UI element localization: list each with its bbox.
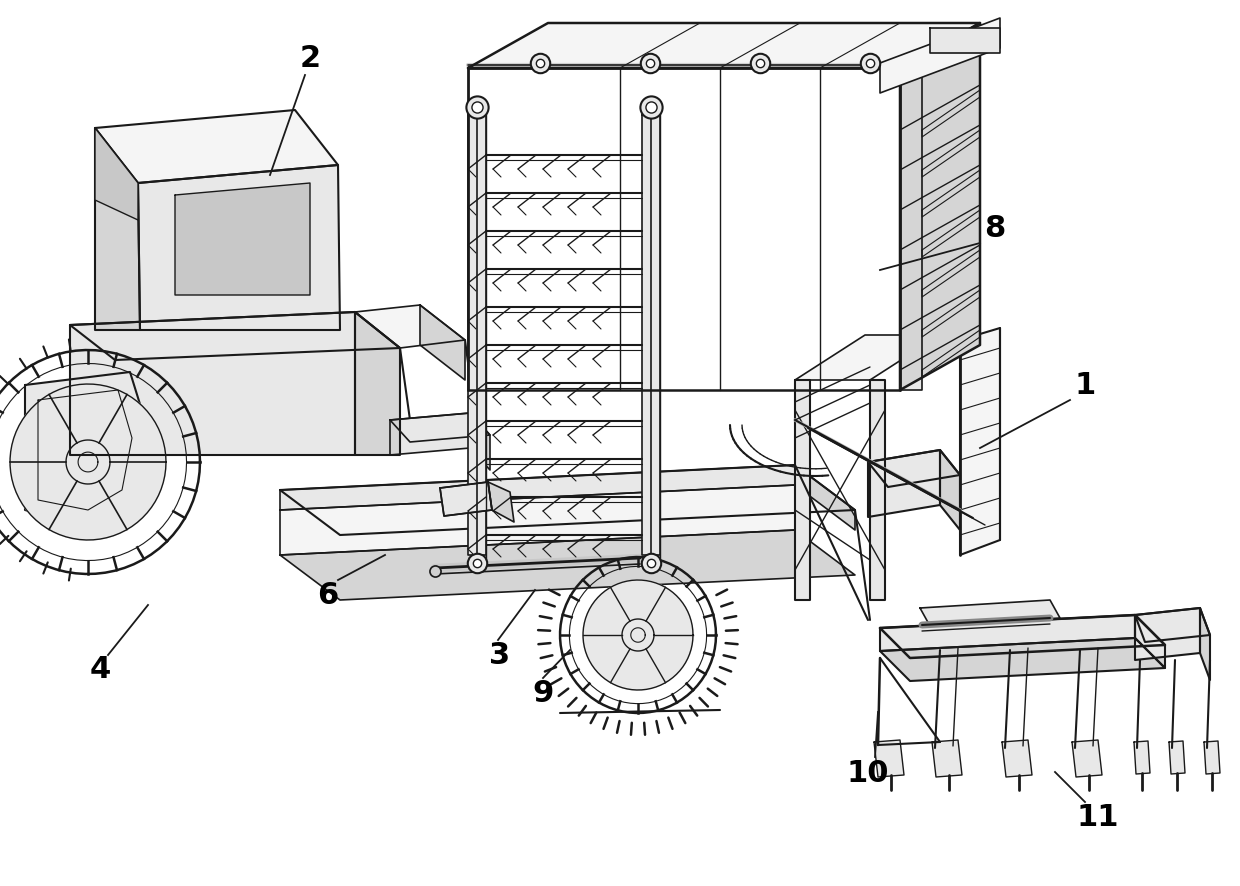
Polygon shape (1135, 615, 1166, 668)
Polygon shape (95, 110, 339, 183)
Polygon shape (489, 482, 515, 522)
Text: 8: 8 (985, 214, 1006, 243)
Polygon shape (1073, 740, 1102, 777)
Polygon shape (900, 23, 980, 390)
Polygon shape (467, 23, 980, 68)
Polygon shape (874, 740, 904, 777)
Polygon shape (795, 335, 940, 380)
Text: 2: 2 (299, 43, 321, 73)
Polygon shape (69, 312, 401, 360)
Polygon shape (940, 450, 960, 530)
Polygon shape (880, 615, 1135, 651)
Polygon shape (440, 482, 492, 516)
Polygon shape (920, 600, 1060, 626)
Polygon shape (1204, 741, 1220, 774)
Text: 6: 6 (317, 580, 339, 610)
Polygon shape (932, 740, 962, 777)
Polygon shape (467, 115, 486, 555)
Polygon shape (10, 384, 166, 540)
Text: 4: 4 (89, 656, 110, 685)
Polygon shape (391, 413, 470, 455)
Polygon shape (69, 312, 355, 455)
Text: 3: 3 (490, 641, 511, 670)
Polygon shape (1169, 741, 1185, 774)
Polygon shape (280, 485, 795, 555)
Polygon shape (930, 28, 999, 53)
Polygon shape (175, 183, 310, 295)
Polygon shape (280, 530, 856, 600)
Polygon shape (138, 165, 340, 330)
Polygon shape (880, 18, 999, 93)
Polygon shape (923, 290, 980, 337)
Polygon shape (880, 615, 1166, 658)
Polygon shape (923, 330, 980, 377)
Polygon shape (923, 90, 980, 137)
Polygon shape (1200, 608, 1210, 680)
Polygon shape (280, 465, 856, 535)
Polygon shape (280, 465, 795, 510)
Polygon shape (95, 128, 138, 220)
Polygon shape (923, 170, 980, 217)
Text: 10: 10 (847, 758, 889, 788)
Polygon shape (95, 128, 140, 330)
Polygon shape (355, 312, 401, 455)
Polygon shape (391, 413, 490, 442)
Polygon shape (795, 380, 810, 600)
Polygon shape (868, 450, 940, 517)
Polygon shape (900, 68, 923, 390)
Polygon shape (923, 130, 980, 177)
Polygon shape (923, 250, 980, 297)
Polygon shape (420, 305, 465, 380)
Polygon shape (1135, 741, 1149, 774)
Polygon shape (470, 413, 490, 470)
Polygon shape (1135, 608, 1210, 642)
Polygon shape (1002, 740, 1032, 777)
Polygon shape (795, 465, 856, 530)
Polygon shape (25, 372, 148, 530)
Polygon shape (355, 305, 465, 348)
Polygon shape (960, 328, 999, 555)
Text: 11: 11 (1076, 804, 1120, 833)
Polygon shape (1135, 608, 1200, 660)
Polygon shape (923, 210, 980, 257)
Polygon shape (870, 380, 885, 600)
Polygon shape (868, 450, 960, 487)
Polygon shape (642, 115, 660, 555)
Polygon shape (880, 638, 1166, 681)
Polygon shape (583, 580, 693, 690)
Text: 9: 9 (532, 679, 554, 708)
Polygon shape (440, 482, 492, 516)
Text: 1: 1 (1074, 370, 1096, 400)
Polygon shape (38, 390, 131, 510)
